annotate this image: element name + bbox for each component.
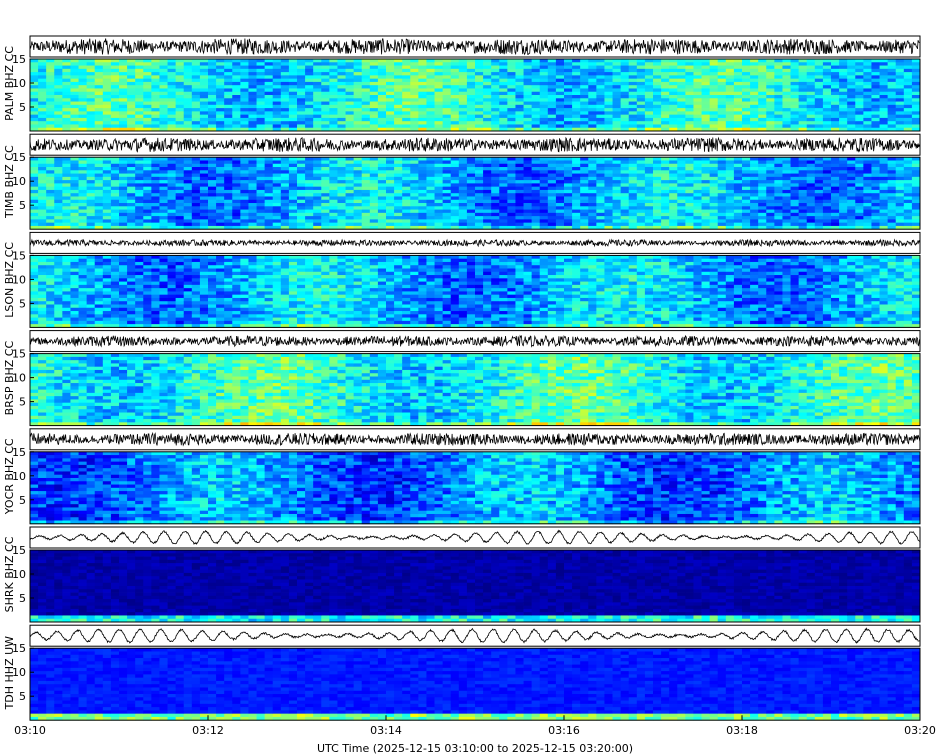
y-tick-label: 15 [12, 151, 26, 164]
y-tick-label: 5 [19, 101, 26, 114]
x-tick-label: 03:12 [192, 724, 224, 737]
waveform-frame [29, 526, 921, 549]
x-tick-label: 03:18 [726, 724, 758, 737]
y-tick-label: 10 [12, 470, 26, 483]
spectrogram-frame [29, 451, 921, 525]
y-tick-label: 10 [12, 77, 26, 90]
seismic-waveform [29, 334, 921, 348]
seismic-waveform [29, 431, 921, 447]
spectrogram-frame [29, 353, 921, 427]
station-label: BRSP BHZ CC [3, 341, 16, 416]
x-tick-label: 03:14 [370, 724, 402, 737]
spectrogram [30, 648, 921, 721]
spectrogram [30, 353, 921, 426]
spectrogram [30, 255, 921, 328]
y-tick-label: 15 [12, 249, 26, 262]
waveform-frame [29, 428, 921, 451]
spectrogram-frame [29, 549, 921, 623]
x-tick-label: 03:20 [904, 724, 936, 737]
station-label: PALM BHZ CC [3, 46, 16, 121]
x-axis: 03:10 03:12 03:14 03:16 03:18 03:20 [14, 715, 936, 737]
y-tick-label: 5 [19, 297, 26, 310]
seismic-waveform [29, 238, 921, 248]
y-tick-label: 15 [12, 544, 26, 557]
y-tick-label: 5 [19, 494, 26, 507]
station-label: SHRK BHZ CC [3, 536, 16, 612]
y-tick-label: 10 [12, 666, 26, 679]
y-tick-label: 10 [12, 273, 26, 286]
spectrogram-frame [29, 254, 921, 328]
spectrogram-frame [29, 156, 921, 230]
waveform-frame [29, 624, 921, 647]
x-tick-label: 03:16 [548, 724, 580, 737]
spectrogram [30, 157, 921, 230]
y-tick-label: 15 [12, 348, 26, 361]
x-axis-title: UTC Time (2025-12-15 03:10:00 to 2025-12… [317, 742, 633, 755]
seismic-waveform [29, 136, 921, 153]
y-tick-label: 10 [12, 175, 26, 188]
y-tick-label: 5 [19, 199, 26, 212]
spectrogram-frame [29, 58, 921, 132]
spectrogram [30, 59, 921, 132]
y-tick-label: 15 [12, 642, 26, 655]
seismic-waveform [29, 529, 921, 545]
y-tick-label: 5 [19, 592, 26, 605]
station-label: TIMB BHZ CC [3, 145, 16, 219]
y-tick-label: 10 [12, 568, 26, 581]
y-tick-label: 5 [19, 690, 26, 703]
x-tick-label: 03:10 [14, 724, 46, 737]
y-tick-label: 5 [19, 396, 26, 409]
spectrogram [30, 550, 921, 623]
y-tick-label: 15 [12, 446, 26, 459]
spectrogram [30, 451, 921, 525]
y-tick-label: 10 [12, 372, 26, 385]
station-label: TDH HHZ UW [3, 636, 16, 711]
seismic-waveform [29, 627, 921, 644]
spectrogram-frame [29, 647, 921, 721]
station-label: LSON BHZ CC [3, 242, 16, 318]
y-tick-label: 15 [12, 53, 26, 66]
seismic-waveform [29, 38, 921, 56]
station-label: YOCR BHZ CC [3, 438, 16, 515]
